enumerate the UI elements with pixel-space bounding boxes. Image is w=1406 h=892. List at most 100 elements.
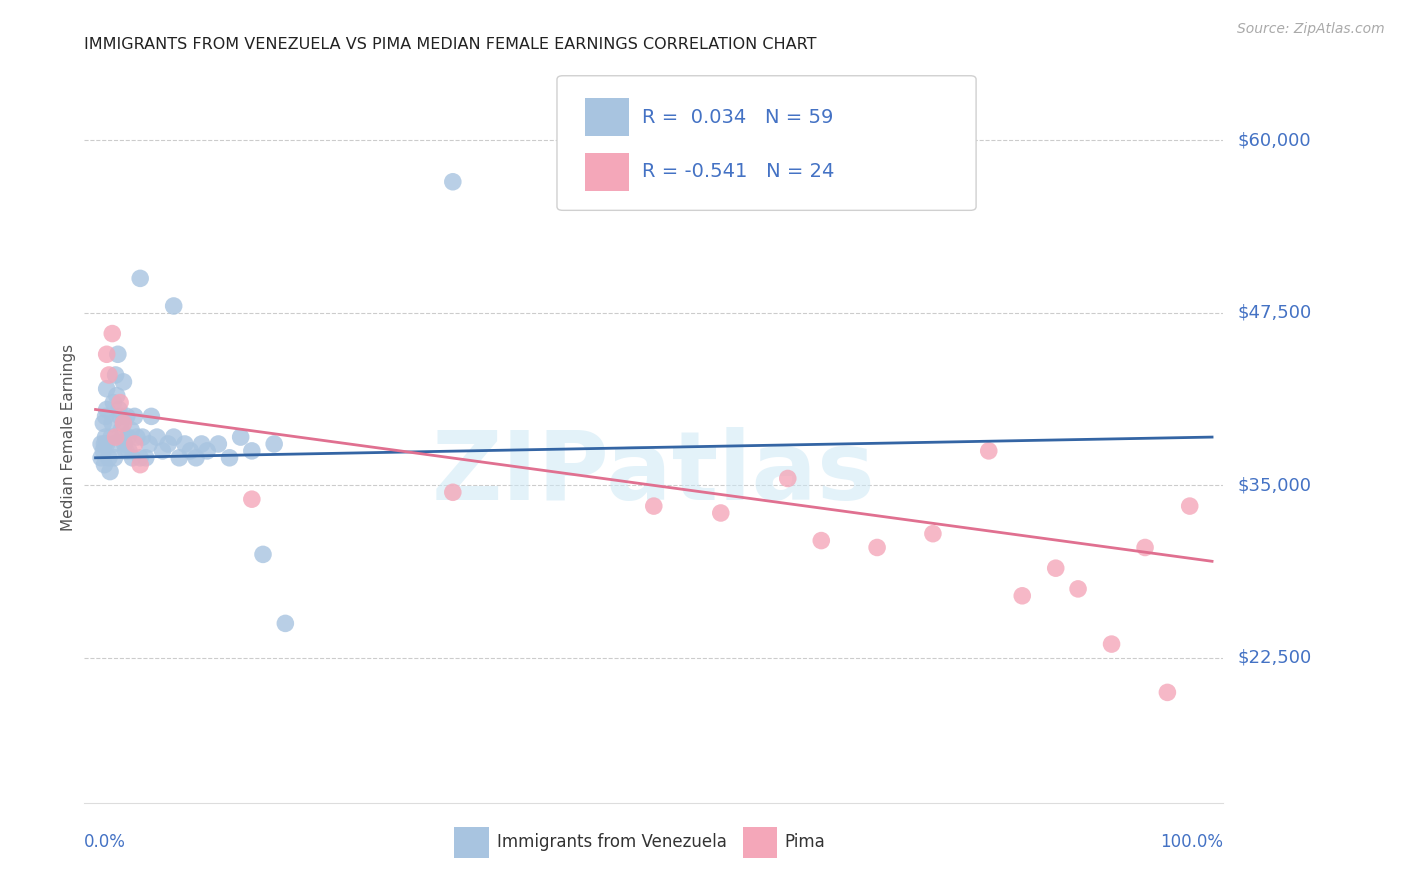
Point xyxy=(129,450,152,465)
Text: IMMIGRANTS FROM VENEZUELA VS PIMA MEDIAN FEMALE EARNINGS CORRELATION CHART: IMMIGRANTS FROM VENEZUELA VS PIMA MEDIAN… xyxy=(84,37,817,52)
Point xyxy=(263,437,285,451)
Text: Pima: Pima xyxy=(785,833,825,851)
Point xyxy=(112,417,135,431)
Point xyxy=(105,389,128,403)
Point xyxy=(131,430,153,444)
Point xyxy=(152,443,174,458)
Point xyxy=(107,347,129,361)
Point xyxy=(93,443,115,458)
Point xyxy=(138,437,160,451)
Point xyxy=(866,541,889,555)
Point xyxy=(810,533,832,548)
Point xyxy=(441,175,464,189)
Point xyxy=(97,450,120,465)
Point xyxy=(129,458,152,472)
Point xyxy=(93,458,115,472)
Point xyxy=(108,395,131,409)
Point xyxy=(141,409,163,424)
Point xyxy=(776,471,799,485)
Point xyxy=(94,409,117,424)
Point xyxy=(1045,561,1067,575)
Text: $35,000: $35,000 xyxy=(1237,476,1312,494)
Point xyxy=(96,437,118,451)
Point xyxy=(1101,637,1123,651)
Point xyxy=(1178,499,1201,513)
Point xyxy=(97,368,120,382)
Point xyxy=(90,437,112,451)
FancyBboxPatch shape xyxy=(585,153,628,191)
Point xyxy=(112,375,135,389)
Text: $60,000: $60,000 xyxy=(1237,131,1310,149)
Point xyxy=(169,450,191,465)
Point xyxy=(104,430,127,444)
Point xyxy=(643,499,665,513)
Point xyxy=(229,430,252,444)
Point xyxy=(240,443,263,458)
FancyBboxPatch shape xyxy=(585,98,628,136)
Point xyxy=(252,548,274,562)
Point xyxy=(93,417,115,431)
Point xyxy=(110,423,132,437)
FancyBboxPatch shape xyxy=(742,827,776,858)
Point xyxy=(179,443,201,458)
Point xyxy=(104,368,127,382)
Text: Source: ZipAtlas.com: Source: ZipAtlas.com xyxy=(1237,22,1385,37)
FancyBboxPatch shape xyxy=(557,76,976,211)
Point xyxy=(108,402,131,417)
FancyBboxPatch shape xyxy=(454,827,489,858)
Point xyxy=(977,443,1000,458)
Point xyxy=(118,443,141,458)
Point xyxy=(207,437,229,451)
Text: 100.0%: 100.0% xyxy=(1160,833,1223,851)
Text: $47,500: $47,500 xyxy=(1237,304,1312,322)
Point xyxy=(163,430,186,444)
Point xyxy=(129,271,152,285)
Text: $22,500: $22,500 xyxy=(1237,648,1312,667)
Point xyxy=(441,485,464,500)
Text: Immigrants from Venezuela: Immigrants from Venezuela xyxy=(496,833,727,851)
Point xyxy=(94,430,117,444)
Point xyxy=(114,443,136,458)
Point xyxy=(98,465,121,479)
Point xyxy=(93,437,115,451)
Point xyxy=(125,430,148,444)
Point xyxy=(163,299,186,313)
Point xyxy=(190,437,212,451)
Point xyxy=(922,526,945,541)
Point xyxy=(103,450,125,465)
Point xyxy=(1133,541,1156,555)
Point xyxy=(111,430,134,444)
Point xyxy=(101,417,124,431)
Point xyxy=(124,409,146,424)
Point xyxy=(103,395,125,409)
Point xyxy=(101,326,124,341)
Point xyxy=(710,506,733,520)
Text: R =  0.034   N = 59: R = 0.034 N = 59 xyxy=(643,108,834,127)
Point xyxy=(112,417,135,431)
Text: R = -0.541   N = 24: R = -0.541 N = 24 xyxy=(643,162,835,181)
Point xyxy=(115,409,138,424)
Point xyxy=(146,430,169,444)
Text: 0.0%: 0.0% xyxy=(84,833,127,851)
Point xyxy=(114,437,136,451)
Point xyxy=(124,437,146,451)
Point xyxy=(184,450,207,465)
Point xyxy=(135,450,157,465)
Point xyxy=(100,430,122,444)
Point xyxy=(173,437,195,451)
Point xyxy=(96,402,118,417)
Point xyxy=(121,450,143,465)
Point xyxy=(274,616,297,631)
Point xyxy=(96,347,118,361)
Point xyxy=(218,450,240,465)
Y-axis label: Median Female Earnings: Median Female Earnings xyxy=(60,343,76,531)
Point xyxy=(1067,582,1090,596)
Point xyxy=(103,437,125,451)
Point xyxy=(1011,589,1033,603)
Point xyxy=(240,492,263,507)
Point xyxy=(1156,685,1178,699)
Point xyxy=(90,450,112,465)
Text: ZIPatlas: ZIPatlas xyxy=(432,427,876,520)
Point xyxy=(108,409,131,424)
Point xyxy=(157,437,180,451)
